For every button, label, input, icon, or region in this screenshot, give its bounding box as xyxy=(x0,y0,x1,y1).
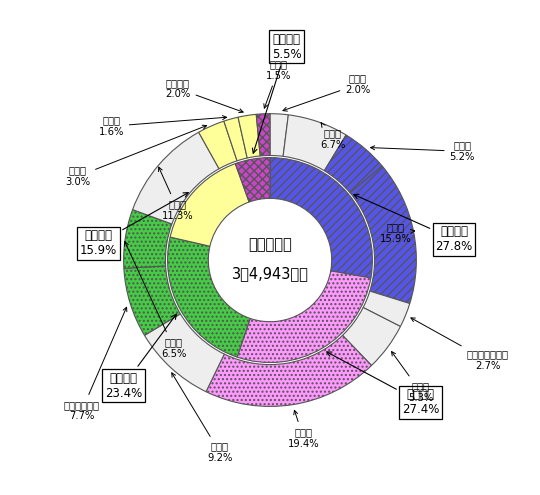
Text: 3兆4,943億円: 3兆4,943億円 xyxy=(232,266,308,281)
Wedge shape xyxy=(235,157,270,202)
Wedge shape xyxy=(206,335,372,406)
Wedge shape xyxy=(270,157,373,278)
Text: 小美玉市
2.0%: 小美玉市 2.0% xyxy=(165,78,243,113)
Text: その他
2.0%: その他 2.0% xyxy=(283,74,370,111)
Text: 古河市
6.7%: 古河市 6.7% xyxy=(320,123,346,149)
Wedge shape xyxy=(145,314,224,392)
Wedge shape xyxy=(342,307,401,365)
Text: その他
6.5%: その他 6.5% xyxy=(125,242,186,359)
Text: その他
19.4%: その他 19.4% xyxy=(288,410,319,448)
Text: 鹿嶋市
3.0%: 鹿嶋市 3.0% xyxy=(65,125,207,187)
Text: 県西地域
27.8%: 県西地域 27.8% xyxy=(354,195,472,253)
Text: 神栖市
11.3%: 神栖市 11.3% xyxy=(159,167,194,221)
Wedge shape xyxy=(350,166,416,303)
Wedge shape xyxy=(237,271,371,362)
Wedge shape xyxy=(270,114,288,156)
Wedge shape xyxy=(224,117,247,161)
Text: 笠間市
1.5%: 笠間市 1.5% xyxy=(264,59,291,108)
Text: 筑西市
5.2%: 筑西市 5.2% xyxy=(370,141,475,162)
Wedge shape xyxy=(124,209,172,268)
Text: その他
15.9%: その他 15.9% xyxy=(380,222,415,244)
Text: 日立市
9.2%: 日立市 9.2% xyxy=(172,373,233,463)
Text: その他
1.6%: その他 1.6% xyxy=(98,115,226,137)
Text: 付加価値額: 付加価値額 xyxy=(248,237,292,252)
Text: ひたちなか市
7.7%: ひたちなか市 7.7% xyxy=(64,307,127,421)
Wedge shape xyxy=(133,132,219,224)
Wedge shape xyxy=(363,291,410,327)
Wedge shape xyxy=(170,164,249,246)
Wedge shape xyxy=(256,114,270,156)
Wedge shape xyxy=(325,135,382,193)
Text: 県南地域
27.4%: 県南地域 27.4% xyxy=(327,352,439,416)
Wedge shape xyxy=(199,121,237,169)
Text: かすみがうら市
2.7%: かすみがうら市 2.7% xyxy=(411,318,509,371)
Text: 県央地域
5.5%: 県央地域 5.5% xyxy=(252,33,301,153)
Text: 鹿行地域
15.9%: 鹿行地域 15.9% xyxy=(80,193,188,257)
Text: 県北地域
23.4%: 県北地域 23.4% xyxy=(105,314,177,399)
Text: 土浦市
5.3%: 土浦市 5.3% xyxy=(392,351,433,402)
Wedge shape xyxy=(124,266,180,335)
Wedge shape xyxy=(238,114,260,158)
Wedge shape xyxy=(167,237,250,357)
Wedge shape xyxy=(283,115,346,171)
